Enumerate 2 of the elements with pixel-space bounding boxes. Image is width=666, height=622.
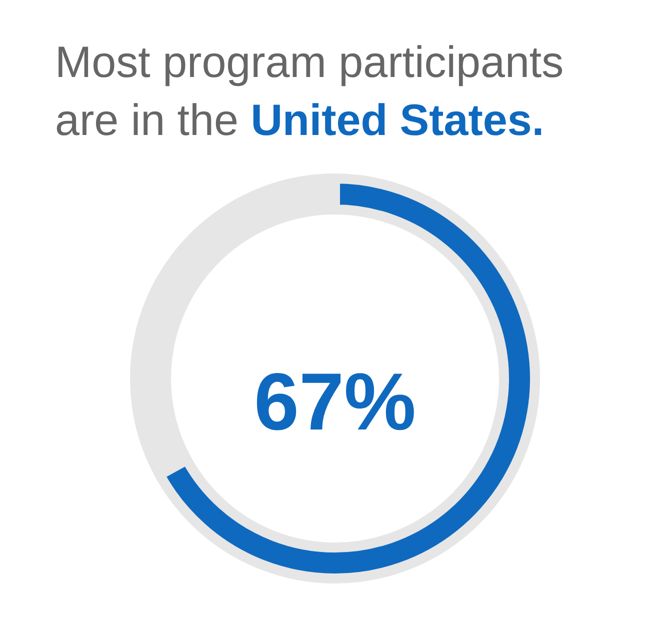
data-label: 67% <box>254 358 416 448</box>
chart-title: Most program participants are in the United States. <box>54 37 565 147</box>
